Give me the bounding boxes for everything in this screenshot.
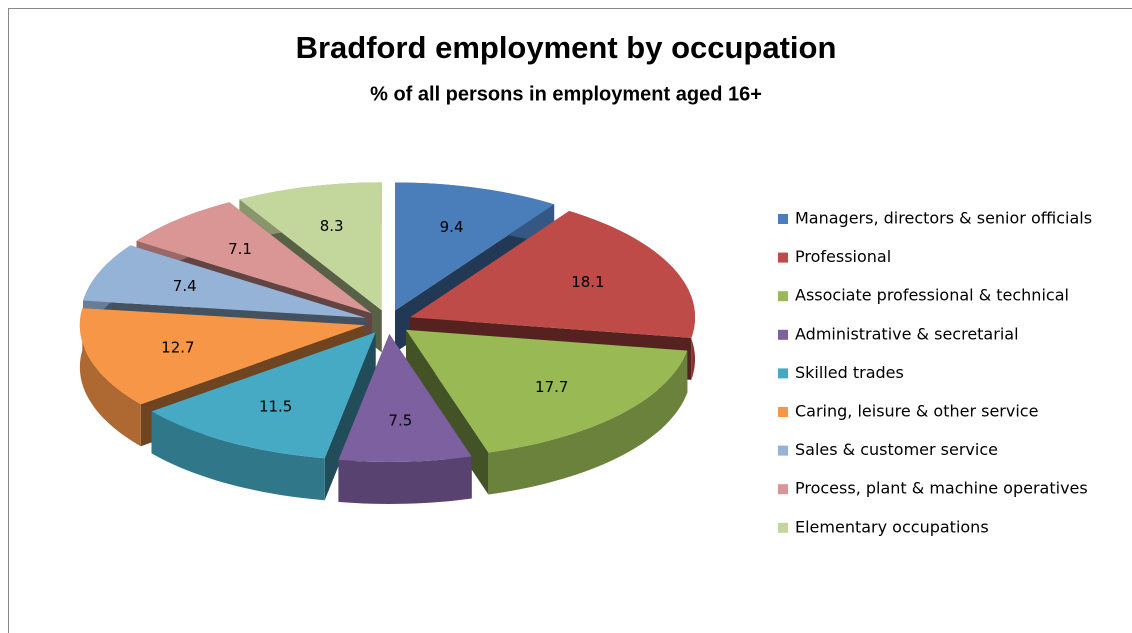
legend-swatch (778, 484, 788, 495)
slice (83, 245, 366, 318)
data-label: 7.4 (173, 277, 197, 295)
legend-label: Elementary occupations (795, 517, 989, 536)
legend-swatch (778, 329, 788, 340)
slice (151, 332, 376, 459)
legend-label: Process, plant & machine operatives (795, 479, 1088, 498)
legend-label: Skilled trades (795, 363, 904, 382)
legend-label: Caring, leisure & other service (795, 402, 1038, 421)
legend-label: Professional (795, 247, 891, 266)
data-label: 11.5 (259, 397, 292, 415)
slice (406, 329, 688, 453)
data-label: 17.7 (535, 378, 568, 396)
legend-label: Sales & customer service (795, 440, 998, 459)
slice-outer-wall (151, 411, 325, 501)
legend-swatch (778, 445, 788, 456)
data-label: 18.1 (571, 273, 604, 291)
legend-swatch (778, 522, 788, 533)
slice (79, 308, 365, 405)
data-label: 7.5 (388, 411, 412, 429)
slice-outer-wall (338, 456, 472, 504)
legend-swatch (778, 252, 788, 263)
slice-outer-wall (79, 308, 141, 447)
data-label: 7.1 (228, 240, 252, 258)
chart-title: Bradford employment by occupation (296, 30, 837, 65)
legend: Managers, directors & senior officials Pr… (778, 209, 1092, 536)
legend-swatch (778, 407, 788, 417)
legend-label: Associate professional & technical (795, 286, 1069, 305)
slice-outer-wall (488, 350, 688, 495)
slice (410, 211, 696, 338)
data-label: 9.4 (440, 218, 464, 236)
slice (338, 333, 472, 462)
legend-swatch (778, 214, 788, 224)
legend-swatch (778, 368, 788, 379)
chart-subtitle: % of all persons in employment aged 16+ (370, 83, 762, 105)
legend-swatch (778, 291, 788, 302)
legend-label: Managers, directors & senior officials (795, 209, 1092, 228)
legend-label: Administrative & secretarial (795, 324, 1019, 343)
pie: 9.4 18.1 17.7 7.5 11.5 12.7 7.4 7.1 8.3 (79, 182, 696, 504)
slice (136, 202, 372, 314)
slice (395, 182, 555, 311)
data-label: 8.3 (320, 217, 344, 235)
slice (239, 182, 382, 311)
data-label: 12.7 (161, 339, 194, 357)
